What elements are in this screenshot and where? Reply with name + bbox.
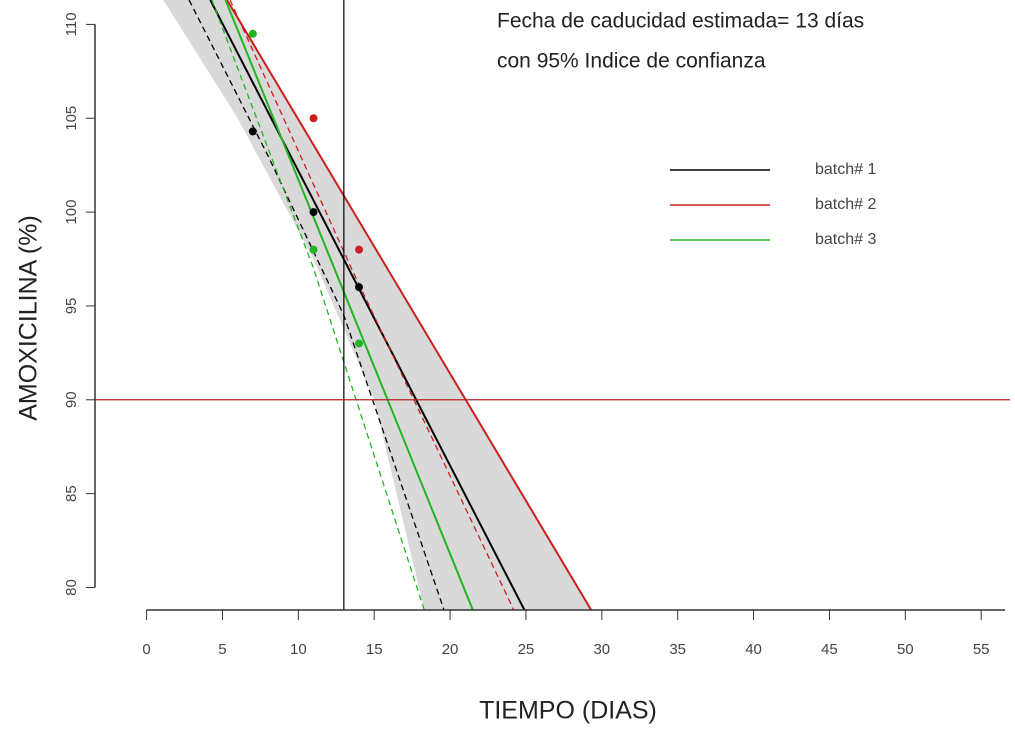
fit-line bbox=[209, 0, 526, 610]
x-tick-label: 40 bbox=[745, 641, 762, 658]
y-tick-label: 90 bbox=[63, 391, 80, 408]
x-tick-label: 55 bbox=[973, 641, 990, 658]
x-tick-label: 35 bbox=[669, 641, 686, 658]
data-point bbox=[355, 245, 364, 254]
x-tick-label: 25 bbox=[518, 641, 535, 658]
data-point bbox=[309, 208, 318, 217]
data-point bbox=[309, 114, 318, 123]
y-axis-label: AMOXICILINA (%) bbox=[15, 215, 43, 421]
y-tick-label: 95 bbox=[63, 298, 80, 315]
x-axis-label: TIEMPO (DIAS) bbox=[479, 697, 657, 725]
fit-line bbox=[226, 0, 593, 610]
plot-area bbox=[95, 0, 1010, 610]
x-tick-label: 0 bbox=[142, 641, 150, 658]
axes: 0 5 10 15 20 25 30 35 40 45 50 55 80 85 90 95 100 105 110 bbox=[63, 12, 1005, 658]
confidence-band bbox=[163, 0, 592, 610]
x-tick-label: 45 bbox=[821, 641, 838, 658]
data-point bbox=[248, 29, 257, 38]
data-point bbox=[248, 127, 257, 136]
y-tick-label: 85 bbox=[63, 485, 80, 502]
x-tick-label: 5 bbox=[218, 641, 226, 658]
x-tick-label: 10 bbox=[290, 641, 307, 658]
data-point bbox=[355, 283, 364, 292]
data-point bbox=[309, 245, 318, 254]
fit-line bbox=[224, 0, 474, 610]
y-tick-label: 100 bbox=[63, 200, 80, 225]
annotation: con 95% Indice de confianza bbox=[497, 50, 766, 73]
y-tick-label: 80 bbox=[63, 579, 80, 596]
legend-label: batch# 2 bbox=[815, 196, 876, 213]
confidence-line bbox=[229, 0, 515, 610]
y-tick-label: 105 bbox=[63, 106, 80, 131]
x-tick-label: 50 bbox=[897, 641, 914, 658]
y-tick-label: 110 bbox=[63, 12, 80, 36]
x-tick-label: 15 bbox=[366, 641, 383, 658]
confidence-line bbox=[211, 0, 425, 610]
confidence-line bbox=[188, 0, 445, 610]
x-tick-label: 30 bbox=[593, 641, 610, 658]
legend-label: batch# 1 bbox=[815, 161, 876, 178]
legend-label: batch# 3 bbox=[815, 231, 876, 248]
data-point bbox=[355, 339, 364, 348]
annotation: Fecha de caducidad estimada= 13 días bbox=[497, 10, 864, 33]
x-tick-label: 20 bbox=[442, 641, 459, 658]
